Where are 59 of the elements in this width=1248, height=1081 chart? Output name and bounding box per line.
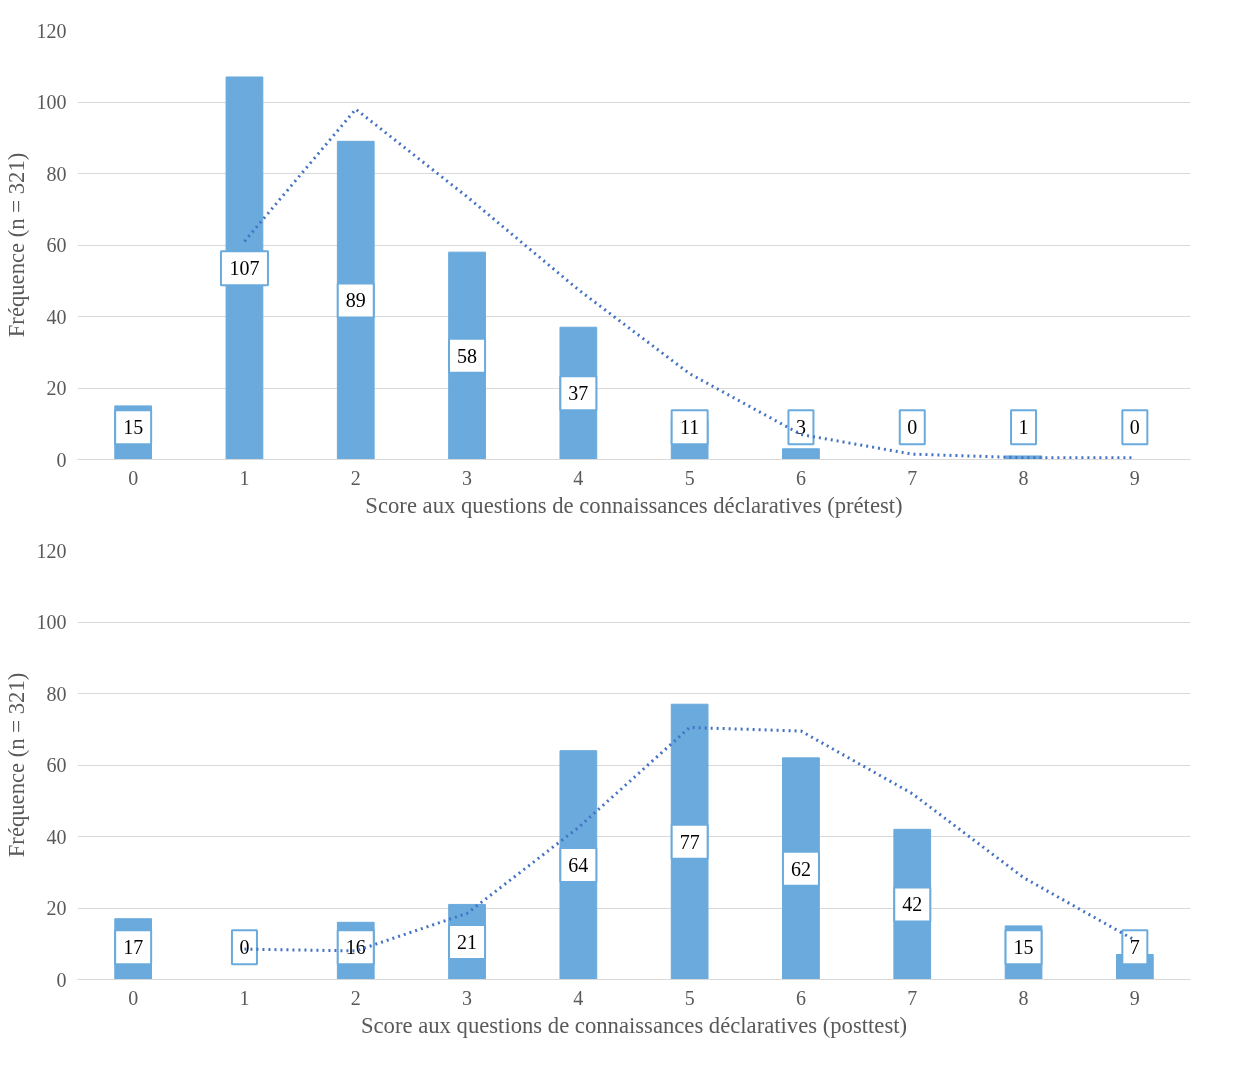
data-label: 58 — [457, 344, 478, 367]
data-label: 15 — [123, 416, 144, 439]
y-tick-label: 80 — [46, 162, 67, 185]
x-tick-label: 0 — [128, 466, 139, 489]
x-tick-label: 9 — [1129, 986, 1140, 1009]
data-label: 17 — [123, 936, 144, 959]
x-tick-label: 6 — [795, 986, 806, 1009]
data-label: 0 — [239, 936, 250, 959]
data-label: 0 — [1129, 416, 1140, 439]
data-label: 107 — [229, 257, 260, 280]
data-label: 77 — [679, 830, 700, 853]
x-tick-label: 5 — [684, 466, 695, 489]
data-label: 21 — [457, 930, 478, 953]
bar — [336, 140, 375, 460]
y-tick-label: 0 — [56, 448, 67, 471]
data-label: 11 — [680, 416, 700, 439]
y-tick-label: 120 — [36, 539, 67, 562]
x-tick-label: 8 — [1018, 466, 1029, 489]
y-tick-label: 20 — [46, 897, 67, 919]
y-axis-title: Fréquence (n = 321) — [3, 152, 29, 338]
y-tick-label: 80 — [46, 682, 67, 705]
x-axis-title: Score aux questions de connaissances déclaratives (posttest) — [360, 1012, 908, 1038]
y-tick-label: 40 — [46, 305, 67, 328]
data-label: 42 — [902, 893, 923, 916]
x-tick-label: 9 — [1129, 466, 1140, 489]
data-label: 0 — [907, 416, 918, 439]
y-tick-label: 100 — [36, 91, 67, 113]
y-tick-label: 100 — [36, 611, 67, 633]
data-label: 1 — [1018, 416, 1029, 439]
data-label: 62 — [790, 857, 811, 880]
data-label: 37 — [568, 382, 589, 405]
y-tick-label: 120 — [36, 19, 67, 42]
y-tick-label: 0 — [56, 968, 67, 991]
x-tick-label: 1 — [239, 466, 250, 489]
x-tick-label: 4 — [573, 986, 584, 1009]
x-tick-label: 1 — [239, 986, 250, 1009]
data-label: 15 — [1013, 936, 1034, 959]
x-tick-label: 5 — [684, 986, 695, 1009]
x-tick-label: 2 — [350, 466, 361, 489]
x-tick-label: 0 — [128, 986, 139, 1009]
y-tick-label: 60 — [46, 754, 67, 776]
data-label: 3 — [795, 416, 806, 439]
x-tick-label: 8 — [1018, 986, 1029, 1009]
data-label: 64 — [568, 854, 589, 877]
x-tick-label: 3 — [462, 986, 473, 1009]
y-tick-label: 60 — [46, 234, 67, 256]
x-tick-label: 2 — [350, 986, 361, 1009]
data-label: 16 — [345, 936, 366, 959]
data-label: 7 — [1129, 936, 1140, 959]
x-tick-label: 4 — [573, 466, 584, 489]
y-axis-title: Fréquence (n = 321) — [3, 672, 29, 858]
y-tick-label: 40 — [46, 825, 67, 848]
x-tick-label: 6 — [795, 466, 806, 489]
x-axis-title: Score aux questions de connaissances déclaratives (prétest) — [365, 492, 903, 518]
x-tick-label: 3 — [462, 466, 473, 489]
x-tick-label: 7 — [907, 466, 918, 489]
data-label: 89 — [345, 289, 366, 312]
y-tick-label: 20 — [46, 377, 67, 399]
x-tick-label: 7 — [907, 986, 918, 1009]
